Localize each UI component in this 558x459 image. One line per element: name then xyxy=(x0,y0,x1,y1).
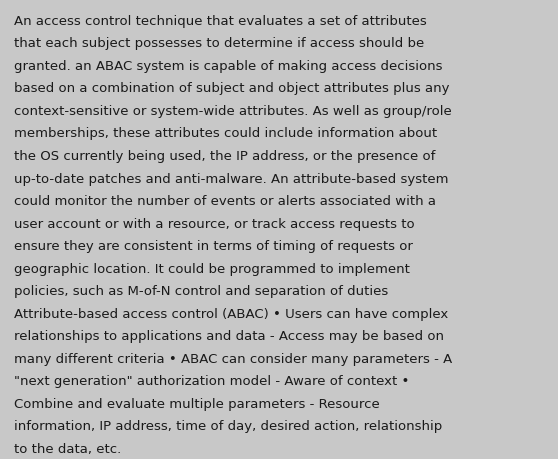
Text: ensure they are consistent in terms of timing of requests or: ensure they are consistent in terms of t… xyxy=(14,240,413,252)
Text: context-sensitive or system-wide attributes. As well as group/role: context-sensitive or system-wide attribu… xyxy=(14,105,451,118)
Text: the OS currently being used, the IP address, or the presence of: the OS currently being used, the IP addr… xyxy=(14,150,435,162)
Text: many different criteria • ABAC can consider many parameters - A: many different criteria • ABAC can consi… xyxy=(14,352,452,365)
Text: information, IP address, time of day, desired action, relationship: information, IP address, time of day, de… xyxy=(14,420,442,432)
Text: Combine and evaluate multiple parameters - Resource: Combine and evaluate multiple parameters… xyxy=(14,397,379,410)
Text: based on a combination of subject and object attributes plus any: based on a combination of subject and ob… xyxy=(14,82,449,95)
Text: to the data, etc.: to the data, etc. xyxy=(14,442,121,455)
Text: memberships, these attributes could include information about: memberships, these attributes could incl… xyxy=(14,127,437,140)
Text: policies, such as M-of-N control and separation of duties: policies, such as M-of-N control and sep… xyxy=(14,285,388,297)
Text: up-to-date patches and anti-malware. An attribute-based system: up-to-date patches and anti-malware. An … xyxy=(14,172,449,185)
Text: relationships to applications and data - Access may be based on: relationships to applications and data -… xyxy=(14,330,444,342)
Text: user account or with a resource, or track access requests to: user account or with a resource, or trac… xyxy=(14,217,415,230)
Text: An access control technique that evaluates a set of attributes: An access control technique that evaluat… xyxy=(14,15,427,28)
Text: could monitor the number of events or alerts associated with a: could monitor the number of events or al… xyxy=(14,195,436,207)
Text: that each subject possesses to determine if access should be: that each subject possesses to determine… xyxy=(14,37,424,50)
Text: Attribute-based access control (ABAC) • Users can have complex: Attribute-based access control (ABAC) • … xyxy=(14,307,448,320)
Text: granted. an ABAC system is capable of making access decisions: granted. an ABAC system is capable of ma… xyxy=(14,60,442,73)
Text: geographic location. It could be programmed to implement: geographic location. It could be program… xyxy=(14,262,410,275)
Text: "next generation" authorization model - Aware of context •: "next generation" authorization model - … xyxy=(14,375,410,387)
